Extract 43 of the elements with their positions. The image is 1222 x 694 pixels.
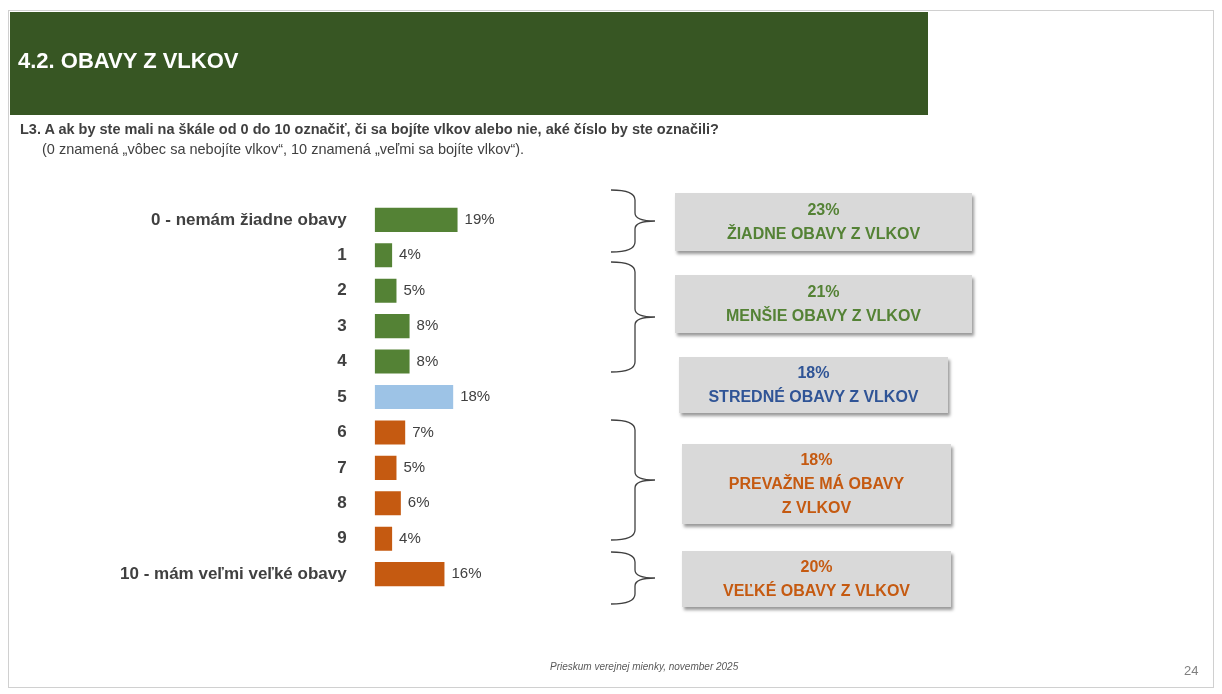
data-label: 16% [451, 564, 482, 582]
text: 23% ŽIADNE OBAVY Z VLKOV [726, 200, 921, 244]
bar [374, 349, 410, 374]
y-tick-label: 2 [337, 280, 347, 300]
y-tick-label: 7 [337, 457, 347, 477]
bar [374, 526, 393, 551]
bar [374, 207, 458, 232]
y-tick-label: 9 [337, 528, 347, 548]
y-tick-label: 4 [337, 351, 348, 371]
text: (0 znamená „vôbec sa nebojíte vlkov“, 10 znamená „veľmi sa bojíte vlkov“). [42, 141, 525, 157]
y-tick-label: 3 [337, 315, 347, 335]
y-tick-label: 1 [337, 245, 347, 265]
bar [374, 384, 454, 410]
y-tick-label: 6 [337, 422, 347, 442]
bar [374, 314, 410, 339]
data-label: 4% [399, 528, 421, 546]
bar [374, 491, 401, 516]
text: Prieskum verejnej mienky, november 2025 [550, 661, 739, 672]
text: 18% PREVAŽNE MÁ OBAVY Z VLKOV [728, 450, 905, 518]
y-tick-label: 5 [337, 386, 347, 406]
text: 21% MENŠIE OBAVY Z VLKOV [726, 282, 921, 326]
bar [374, 562, 445, 587]
bar [374, 455, 397, 480]
data-label: 4% [399, 245, 421, 263]
y-tick-label: 8 [337, 492, 347, 512]
y-tick-label: 10 - mám veľmi veľké obavy [120, 563, 348, 583]
data-label: 8% [416, 351, 439, 369]
text: 20% VEĽKÉ OBAVY Z VLKOV [723, 557, 910, 601]
text: 18% STREDNÉ OBAVY Z VLKOV [708, 363, 919, 407]
bar [374, 420, 406, 445]
data-label: 19% [464, 210, 495, 228]
data-label: 8% [416, 316, 439, 334]
chart-subtitle: L3. A ak by ste mali na škále od 0 do 10 označiť, či sa bojíte vlkov alebo nie, aké číslo by ste označili? [20, 121, 719, 137]
data-label: 18% [460, 387, 491, 405]
data-label: 5% [403, 280, 426, 298]
data-label: 7% [412, 422, 434, 440]
data-label: 6% [407, 493, 430, 511]
text: 4.2. OBAVY Z VLKOV [18, 48, 239, 74]
y-tick-label: 0 - nemám žiadne obavy [151, 209, 348, 229]
bar [374, 278, 397, 303]
text: 24 [1184, 663, 1199, 678]
data-label: 5% [403, 457, 426, 475]
bar [374, 243, 393, 268]
